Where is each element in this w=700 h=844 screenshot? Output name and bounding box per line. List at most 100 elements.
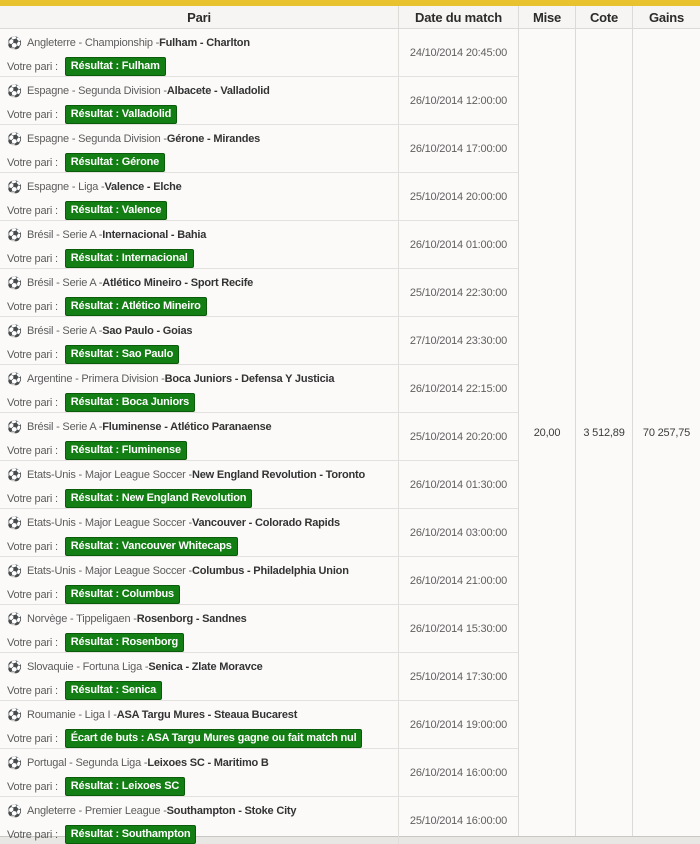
match-line: ⚽ Espagne - Segunda Division - Albacete … <box>7 84 390 98</box>
match-line: ⚽ Etats-Unis - Major League Soccer - Col… <box>7 564 390 578</box>
match-line: ⚽ Slovaquie - Fortuna Liga - Senica - Zl… <box>7 660 390 674</box>
bet-line: Votre pari : Résultat : Atlético Mineiro <box>7 297 390 316</box>
bet-row: ⚽ Brésil - Serie A - Internacional - Bah… <box>0 221 518 269</box>
match-line: ⚽ Brésil - Serie A - Internacional - Bah… <box>7 228 390 242</box>
bet-row: ⚽ Argentine - Primera Division - Boca Ju… <box>0 365 518 413</box>
bet-line: Votre pari : Résultat : Leixoes SC <box>7 777 390 796</box>
match-name: Sao Paulo - Goias <box>102 325 193 337</box>
bet-result-badge: Résultat : Internacional <box>64 249 194 268</box>
soccer-ball-icon: ⚽ <box>7 660 22 674</box>
match-date-cell: 26/10/2014 16:00:00 <box>398 749 518 796</box>
bet-description-cell: ⚽ Brésil - Serie A - Sao Paulo - Goias V… <box>0 317 398 364</box>
match-name: Leixoes SC - Maritimo B <box>147 757 269 769</box>
match-line: ⚽ Etats-Unis - Major League Soccer - Van… <box>7 516 390 530</box>
soccer-ball-icon: ⚽ <box>7 132 22 146</box>
bet-row: ⚽ Norvège - Tippeligaen - Rosenborg - Sa… <box>0 605 518 653</box>
league-label: Norvège - Tippeligaen - <box>26 613 137 625</box>
soccer-ball-icon: ⚽ <box>7 372 22 386</box>
bet-result-badge: Résultat : Atlético Mineiro <box>64 297 207 316</box>
bet-result-badge: Résultat : Valence <box>64 201 168 220</box>
league-label: Angleterre - Championship - <box>26 37 160 49</box>
winnings-value-cell: 70 257,75 <box>632 29 700 836</box>
bet-result-badge: Résultat : Leixoes SC <box>64 777 186 796</box>
bet-row: ⚽ Slovaquie - Fortuna Liga - Senica - Zl… <box>0 653 518 701</box>
bet-description-cell: ⚽ Etats-Unis - Major League Soccer - New… <box>0 461 398 508</box>
match-line: ⚽ Etats-Unis - Major League Soccer - New… <box>7 468 390 482</box>
match-date-cell: 25/10/2014 22:30:00 <box>398 269 518 316</box>
stake-value-cell: 20,00 <box>518 29 575 836</box>
soccer-ball-icon: ⚽ <box>7 84 22 98</box>
bet-description-cell: ⚽ Espagne - Segunda Division - Albacete … <box>0 77 398 124</box>
bet-line: Votre pari : Résultat : Vancouver Whitec… <box>7 537 390 556</box>
match-name: ASA Targu Mures - Steaua Bucarest <box>116 709 298 721</box>
bet-description-cell: ⚽ Espagne - Liga - Valence - Elche Votre… <box>0 173 398 220</box>
league-label: Brésil - Serie A - <box>26 229 103 241</box>
rows: ⚽ Angleterre - Championship - Fulham - C… <box>0 29 518 844</box>
bet-result-badge: Résultat : Rosenborg <box>64 633 185 652</box>
bet-description-cell: ⚽ Norvège - Tippeligaen - Rosenborg - Sa… <box>0 605 398 652</box>
column-header-mise: Mise <box>518 6 575 28</box>
votre-pari-label: Votre pari : <box>7 60 58 73</box>
bet-row: ⚽ Angleterre - Championship - Fulham - C… <box>0 29 518 77</box>
bet-description-cell: ⚽ Etats-Unis - Major League Soccer - Van… <box>0 509 398 556</box>
match-line: ⚽ Portugal - Segunda Liga - Leixoes SC -… <box>7 756 390 770</box>
soccer-ball-icon: ⚽ <box>7 516 22 530</box>
column-header-cote: Cote <box>575 6 632 28</box>
bet-result-badge: Résultat : Sao Paulo <box>64 345 180 364</box>
bet-description-cell: ⚽ Espagne - Segunda Division - Gérone - … <box>0 125 398 172</box>
match-line: ⚽ Angleterre - Championship - Fulham - C… <box>7 36 390 50</box>
match-name: Atlético Mineiro - Sport Recife <box>102 277 254 289</box>
match-name: Rosenborg - Sandnes <box>136 613 247 625</box>
bet-row: ⚽ Roumanie - Liga I - ASA Targu Mures - … <box>0 701 518 749</box>
bet-row: ⚽ Portugal - Segunda Liga - Leixoes SC -… <box>0 749 518 797</box>
bet-description-cell: ⚽ Angleterre - Premier League - Southamp… <box>0 797 398 844</box>
match-date-cell: 27/10/2014 23:30:00 <box>398 317 518 364</box>
bet-description-cell: ⚽ Brésil - Serie A - Atlético Mineiro - … <box>0 269 398 316</box>
match-name: Fluminense - Atlético Paranaense <box>102 421 272 433</box>
bet-result-badge: Résultat : New England Revolution <box>64 489 253 508</box>
bet-result-badge: Résultat : Vancouver Whitecaps <box>64 537 238 556</box>
bet-description-cell: ⚽ Portugal - Segunda Liga - Leixoes SC -… <box>0 749 398 796</box>
bet-result-badge: Résultat : Fluminense <box>64 441 187 460</box>
match-name: Vancouver - Colorado Rapids <box>191 517 340 529</box>
soccer-ball-icon: ⚽ <box>7 804 22 818</box>
bet-line: Votre pari : Résultat : Fluminense <box>7 441 390 460</box>
league-label: Slovaquie - Fortuna Liga - <box>26 661 149 673</box>
bet-line: Votre pari : Résultat : Gérone <box>7 153 390 172</box>
soccer-ball-icon: ⚽ <box>7 468 22 482</box>
league-label: Brésil - Serie A - <box>26 421 103 433</box>
votre-pari-label: Votre pari : <box>7 108 58 121</box>
match-date-cell: 26/10/2014 19:00:00 <box>398 701 518 748</box>
soccer-ball-icon: ⚽ <box>7 756 22 770</box>
votre-pari-label: Votre pari : <box>7 252 58 265</box>
match-line: ⚽ Brésil - Serie A - Fluminense - Atléti… <box>7 420 390 434</box>
match-name: Columbus - Philadelphia Union <box>191 565 349 577</box>
bet-result-badge: Écart de buts : ASA Targu Mures gagne ou… <box>64 729 363 748</box>
bet-result-badge: Résultat : Columbus <box>64 585 180 604</box>
soccer-ball-icon: ⚽ <box>7 708 22 722</box>
bet-row: ⚽ Brésil - Serie A - Fluminense - Atléti… <box>0 413 518 461</box>
column-header-date: Date du match <box>398 6 518 28</box>
votre-pari-label: Votre pari : <box>7 204 58 217</box>
match-date-cell: 26/10/2014 01:00:00 <box>398 221 518 268</box>
match-line: ⚽ Brésil - Serie A - Sao Paulo - Goias <box>7 324 390 338</box>
soccer-ball-icon: ⚽ <box>7 564 22 578</box>
bet-result-badge: Résultat : Gérone <box>64 153 166 172</box>
bet-description-cell: ⚽ Brésil - Serie A - Internacional - Bah… <box>0 221 398 268</box>
soccer-ball-icon: ⚽ <box>7 180 22 194</box>
soccer-ball-icon: ⚽ <box>7 420 22 434</box>
match-name: New England Revolution - Toronto <box>191 469 366 481</box>
bet-line: Votre pari : Résultat : Fulham <box>7 57 390 76</box>
bet-line: Votre pari : Résultat : New England Revo… <box>7 489 390 508</box>
bet-result-badge: Résultat : Valladolid <box>64 105 178 124</box>
match-line: ⚽ Angleterre - Premier League - Southamp… <box>7 804 390 818</box>
bet-row: ⚽ Espagne - Segunda Division - Gérone - … <box>0 125 518 173</box>
league-label: Espagne - Liga - <box>26 181 105 193</box>
bet-description-cell: ⚽ Roumanie - Liga I - ASA Targu Mures - … <box>0 701 398 748</box>
match-line: ⚽ Norvège - Tippeligaen - Rosenborg - Sa… <box>7 612 390 626</box>
votre-pari-label: Votre pari : <box>7 300 58 313</box>
votre-pari-label: Votre pari : <box>7 684 58 697</box>
votre-pari-label: Votre pari : <box>7 828 58 841</box>
match-date-cell: 26/10/2014 21:00:00 <box>398 557 518 604</box>
votre-pari-label: Votre pari : <box>7 156 58 169</box>
